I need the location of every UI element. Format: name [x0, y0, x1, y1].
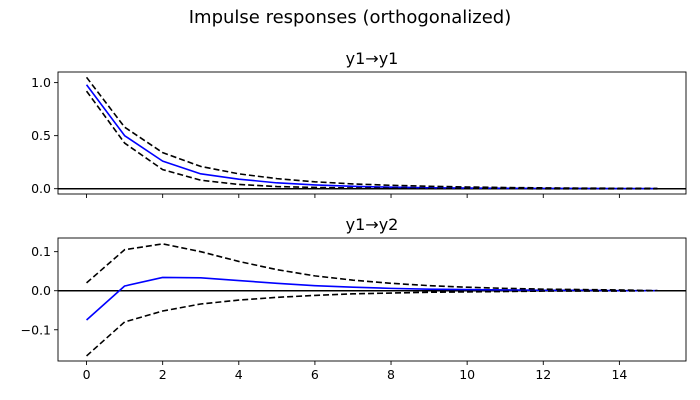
- series-upper-line: [86, 243, 658, 292]
- axes-frame: [57, 71, 687, 195]
- x-tick-label: 14: [611, 367, 627, 382]
- x-tick-label: 6: [311, 367, 319, 382]
- axes-frame: [57, 237, 687, 362]
- x-tick-label: 2: [159, 367, 167, 382]
- x-tick-label: 8: [387, 367, 395, 382]
- series-response-line: [86, 276, 658, 321]
- figure-title: Impulse responses (orthogonalized): [189, 7, 511, 28]
- panel-y1-y1: y1→y1 0.0 0.5 1.0: [31, 49, 687, 198]
- series-upper-line: [85, 76, 658, 190]
- series-response-line: [85, 84, 658, 190]
- series-lower-line: [86, 289, 658, 357]
- y-tick-label: 1.0: [31, 75, 51, 90]
- x-tick-label: 0: [83, 367, 91, 382]
- y-tick-label: 0.0: [31, 181, 51, 196]
- y-tick-label: 0.0: [31, 283, 51, 298]
- panel-y1-y2: y1→y2 0 2 4 6 8 10 12 14 −0.1 0.0 0.1: [21, 215, 687, 382]
- x-tick-label: 12: [535, 367, 551, 382]
- y-tick-label: 0.1: [31, 244, 51, 259]
- panel-title: y1→y2: [346, 215, 399, 234]
- x-tick-label: 4: [235, 367, 243, 382]
- series-lower-line: [85, 90, 658, 190]
- x-tick-label: 10: [459, 367, 475, 382]
- panel-title: y1→y1: [346, 49, 399, 68]
- y-tick-label: −0.1: [21, 322, 51, 337]
- y-tick-label: 0.5: [31, 128, 51, 143]
